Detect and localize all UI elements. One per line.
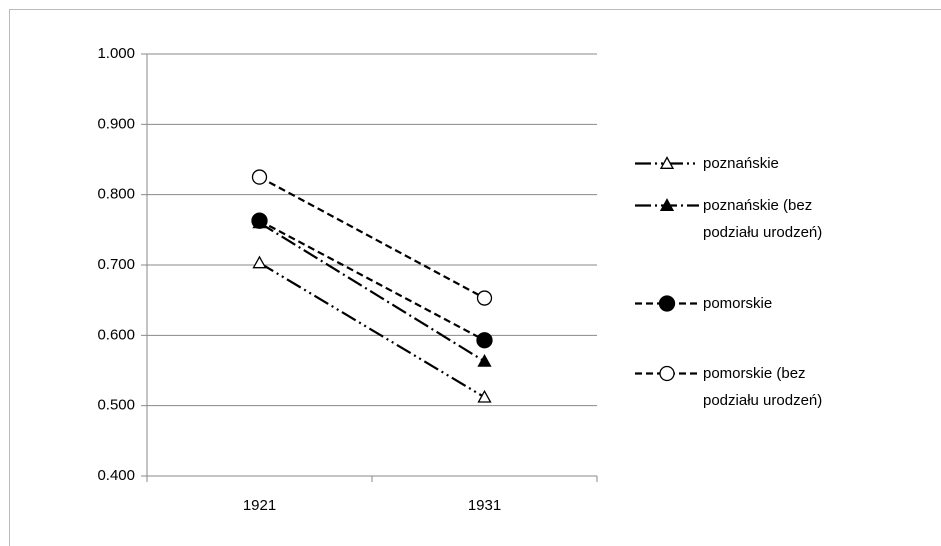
y-tick-label: 1.000	[97, 45, 135, 62]
y-tick-label: 0.400	[97, 467, 135, 484]
legend-marker	[659, 156, 675, 169]
legend-label: pomorskie	[703, 295, 773, 312]
data-point	[251, 212, 268, 229]
y-tick-label: 0.900	[97, 115, 135, 132]
data-point	[251, 169, 268, 185]
y-tick-label: 0.600	[97, 326, 135, 343]
legend-symbol	[635, 365, 699, 382]
x-tick-label: 1921	[243, 497, 276, 514]
legend-symbol	[635, 156, 699, 169]
data-point	[477, 354, 492, 367]
legend-label: poznańskie	[703, 155, 779, 172]
y-tick-label: 0.700	[97, 256, 135, 273]
legend-label: poznańskie (bez podziału urodzeń)	[703, 197, 823, 241]
series-line	[258, 176, 486, 300]
series-line	[258, 219, 486, 342]
legend-symbol	[635, 198, 699, 211]
data-point	[477, 389, 492, 403]
legend-label: pomorskie (bez podziału urodzeń)	[703, 365, 823, 409]
legend-marker	[659, 365, 675, 382]
series-line	[258, 261, 486, 399]
legend-symbol	[635, 295, 699, 312]
x-tick-label: 1931	[468, 497, 501, 514]
y-tick-label: 0.800	[97, 186, 135, 203]
y-tick-label: 0.500	[97, 397, 135, 414]
data-point	[252, 255, 267, 269]
chart-border	[9, 9, 941, 546]
data-point	[476, 332, 493, 349]
data-point	[476, 290, 493, 306]
series-line	[258, 221, 486, 363]
legend-marker	[658, 295, 676, 312]
legend-marker	[659, 198, 675, 211]
